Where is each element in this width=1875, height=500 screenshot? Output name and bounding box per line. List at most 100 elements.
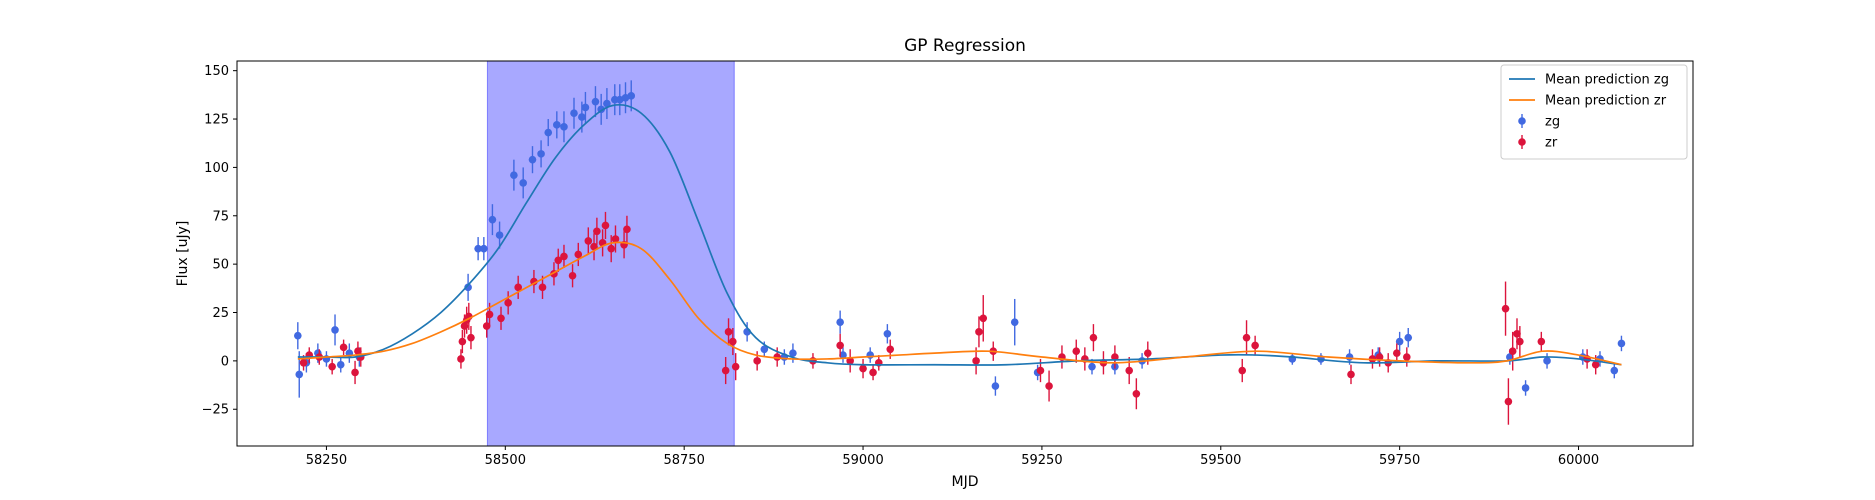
y-tick-label: 125 <box>204 113 229 128</box>
zg-marker <box>615 95 624 104</box>
zg-point <box>839 347 847 363</box>
legend-label: Mean prediction zr <box>1545 94 1667 109</box>
zr-point <box>846 349 854 373</box>
zg-point <box>883 324 892 344</box>
zr-marker <box>299 359 308 367</box>
zr-point <box>724 318 733 346</box>
zr-marker <box>731 362 740 371</box>
y-tick-label: −25 <box>202 403 229 418</box>
zg-point <box>553 111 561 139</box>
zg-point <box>560 111 568 143</box>
legend-marker-swatch <box>1518 138 1526 146</box>
zg-marker <box>510 171 518 179</box>
y-tick-label: 100 <box>204 161 229 176</box>
zg-point <box>474 237 482 261</box>
zg-point <box>1543 353 1551 369</box>
zr-point <box>1072 339 1081 363</box>
zg-marker <box>474 244 482 253</box>
zr-marker <box>1513 329 1521 338</box>
line-mean-prediction-zg <box>297 103 1622 366</box>
zr-marker <box>607 244 615 253</box>
zr-marker <box>1111 353 1119 361</box>
zg-marker <box>537 150 545 158</box>
zr-point <box>574 242 583 267</box>
zg-point <box>1395 331 1404 352</box>
zr-point <box>458 329 467 354</box>
zg-marker <box>480 244 488 253</box>
zr-marker <box>530 277 538 286</box>
zr-marker <box>458 337 467 346</box>
zr-point <box>1347 364 1355 385</box>
zr-point <box>514 275 522 299</box>
zr-point <box>1403 347 1411 367</box>
zg-marker <box>336 360 345 369</box>
zg-point <box>294 322 302 350</box>
zg-point <box>488 204 497 236</box>
zr-marker <box>972 357 980 365</box>
zg-marker <box>1404 333 1413 342</box>
x-tick-label: 58250 <box>306 453 347 468</box>
zr-marker <box>1238 366 1247 375</box>
zr-point <box>979 295 988 342</box>
zg-point <box>836 310 844 334</box>
legend-label: zg <box>1545 115 1560 130</box>
zr-marker <box>504 299 512 307</box>
zg-marker <box>760 345 769 354</box>
zr-point <box>611 225 620 253</box>
zg-point <box>495 221 504 249</box>
zr-marker <box>560 252 568 261</box>
zr-point <box>1392 343 1401 363</box>
zr-point <box>753 351 761 371</box>
zr-marker <box>328 362 336 371</box>
zg-marker <box>1088 362 1096 371</box>
zr-point <box>1508 331 1517 371</box>
zr-marker <box>1144 349 1152 357</box>
zr-point <box>482 314 491 338</box>
zr-point <box>836 333 844 358</box>
zg-point <box>336 357 345 373</box>
zg-marker <box>839 351 847 359</box>
line-mean-prediction-zr <box>297 241 1622 366</box>
legend-label: zr <box>1545 136 1558 151</box>
zg-point <box>331 314 339 346</box>
zr-marker <box>457 355 465 363</box>
y-tick-label: 150 <box>204 64 229 79</box>
zr-point <box>607 235 615 263</box>
legend-box <box>1500 64 1688 160</box>
zg-marker <box>294 331 302 340</box>
zr-point <box>584 227 593 255</box>
zr-marker <box>859 364 867 373</box>
zg-marker <box>1010 318 1019 326</box>
legend-entry: Mean prediction zr <box>1509 94 1667 109</box>
plot-area-frame <box>236 60 1694 447</box>
zg-marker <box>1617 339 1626 348</box>
zr-marker <box>1392 349 1401 357</box>
zg-marker <box>581 103 590 112</box>
zg-point <box>1610 362 1619 379</box>
zg-marker <box>1395 337 1404 346</box>
zg-marker <box>1345 353 1354 361</box>
zg-marker <box>295 370 304 379</box>
zg-marker <box>883 329 892 338</box>
zr-point <box>590 233 598 261</box>
zr-point <box>457 349 465 369</box>
zr-point <box>497 306 505 330</box>
zr-marker <box>623 225 631 234</box>
zr-point <box>568 264 577 288</box>
zr-point <box>731 353 740 381</box>
zg-marker <box>591 97 600 106</box>
zr-point <box>721 357 730 385</box>
zr-point <box>601 211 610 239</box>
zr-marker <box>1251 341 1259 350</box>
zr-point <box>554 248 563 272</box>
y-tick-label: 50 <box>212 258 229 273</box>
zg-point <box>537 140 545 168</box>
zr-point <box>1537 331 1546 352</box>
zr-point <box>560 244 568 269</box>
zg-marker <box>331 326 339 334</box>
zr-point <box>1501 281 1510 336</box>
zr-marker <box>975 328 983 336</box>
y-axis-label: Flux [uJy] <box>175 221 191 287</box>
zr-point <box>1251 335 1259 356</box>
zg-marker <box>627 92 636 100</box>
